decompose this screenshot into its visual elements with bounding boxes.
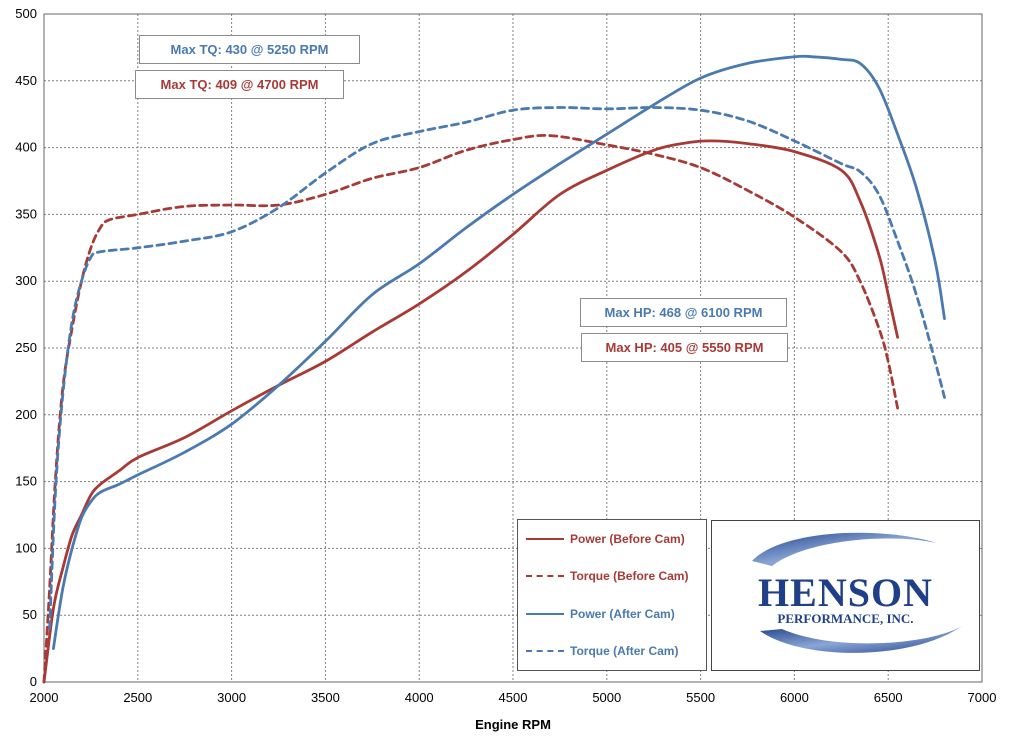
plot-area-frame	[43, 13, 983, 683]
x-tick-label: 2500	[123, 690, 152, 705]
logo-swoosh-icon	[752, 532, 962, 653]
x-tick-label: 7000	[968, 690, 997, 705]
chart-legend: Power (Before Cam) Torque (Before Cam) P…	[517, 519, 707, 671]
x-tick-label: 4500	[499, 690, 528, 705]
logo-name: HENSON	[758, 570, 933, 615]
y-tick-label: 150	[15, 474, 37, 489]
annotation-text: Max TQ: 409 @ 4700 RPM	[160, 77, 319, 92]
y-tick-label: 350	[15, 206, 37, 221]
legend-label: Torque (After Cam)	[570, 644, 679, 658]
legend-swatch	[526, 575, 564, 577]
y-tick-label: 300	[15, 273, 37, 288]
legend-swatch	[526, 538, 564, 540]
legend-item-power-before: Power (Before Cam)	[526, 529, 685, 549]
legend-item-power-after: Power (After Cam)	[526, 604, 675, 624]
x-tick-label: 3000	[217, 690, 246, 705]
legend-item-torque-after: Torque (After Cam)	[526, 641, 678, 661]
x-tick-label: 6500	[874, 690, 903, 705]
series-line-power-after-cam	[52, 54, 946, 650]
y-tick-label: 450	[15, 73, 37, 88]
legend-label: Power (After Cam)	[570, 607, 675, 621]
x-tick-label: 3500	[311, 690, 340, 705]
logo-tagline: PERFORMANCE, INC.	[777, 611, 914, 626]
y-tick-labels: 0 50 100 150 200 250 300 350 400 450 500	[15, 6, 37, 689]
annotation-max-tq-before: Max TQ: 409 @ 4700 RPM	[135, 70, 344, 99]
legend-swatch	[526, 613, 564, 615]
series-line-torque-after-cam	[48, 106, 946, 630]
legend-swatch	[526, 650, 564, 652]
annotation-text: Max HP: 405 @ 5550 RPM	[605, 340, 764, 355]
x-axis-label: Engine RPM	[475, 717, 551, 732]
y-tick-label: 50	[23, 607, 37, 622]
annotation-text: Max HP: 468 @ 6100 RPM	[604, 305, 763, 320]
x-tick-label: 5500	[686, 690, 715, 705]
annotation-max-hp-before: Max HP: 405 @ 5550 RPM	[581, 333, 788, 362]
y-tick-label: 400	[15, 140, 37, 155]
x-tick-label: 5000	[592, 690, 621, 705]
y-tick-label: 200	[15, 407, 37, 422]
legend-label: Power (Before Cam)	[570, 532, 685, 546]
series-line-power-before-cam	[42, 139, 899, 684]
x-tick-label: 2000	[30, 690, 59, 705]
annotation-max-hp-after: Max HP: 468 @ 6100 RPM	[580, 298, 787, 327]
x-tick-labels: 2000 2500 3000 3500 4000 4500 5000 5500 6000 6500…	[30, 690, 997, 705]
y-tick-label: 500	[15, 6, 37, 21]
legend-label: Torque (Before Cam)	[570, 569, 689, 583]
series-lines	[42, 54, 946, 684]
y-tick-label: 100	[15, 540, 37, 555]
henson-logo: HENSON PERFORMANCE, INC.	[711, 520, 980, 671]
x-tick-label: 4000	[405, 690, 434, 705]
y-tick-label: 0	[30, 674, 37, 689]
y-tick-label: 250	[15, 340, 37, 355]
legend-item-torque-before: Torque (Before Cam)	[526, 566, 688, 586]
annotation-max-tq-after: Max TQ: 430 @ 5250 RPM	[139, 35, 360, 64]
x-tick-label: 6000	[780, 690, 809, 705]
annotation-text: Max TQ: 430 @ 5250 RPM	[170, 42, 329, 57]
